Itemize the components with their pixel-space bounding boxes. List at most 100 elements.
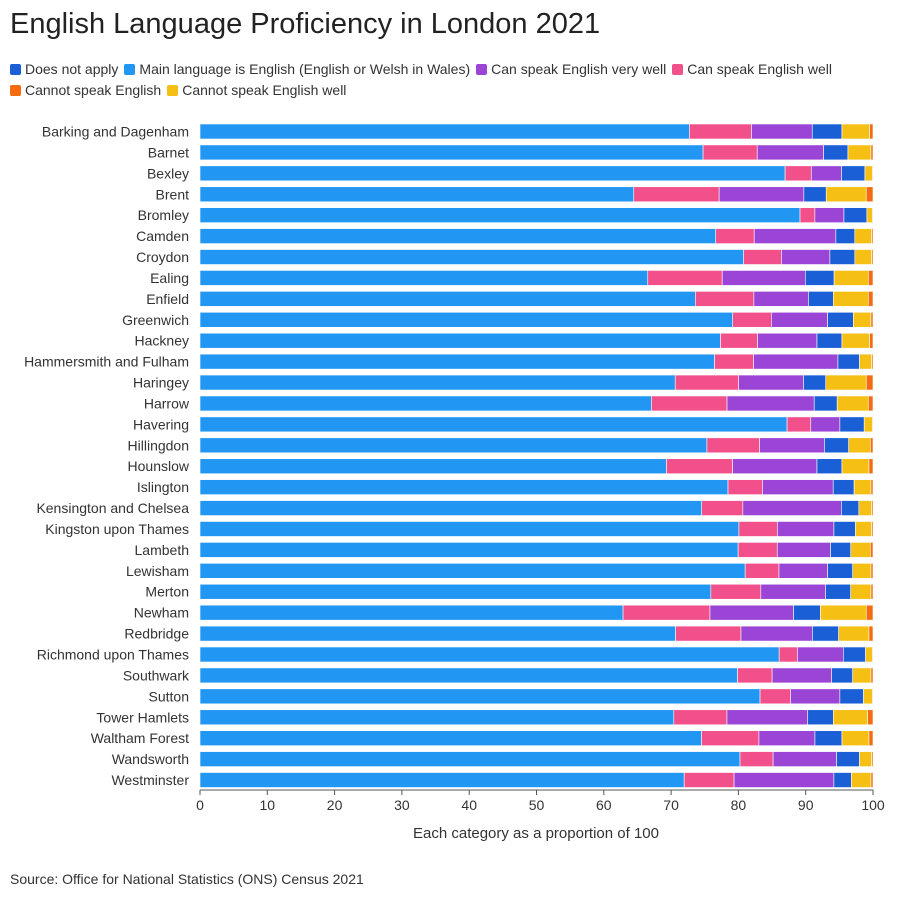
bar-segment-cannot-speak-english — [868, 730, 874, 746]
category-label: Croydon — [136, 249, 189, 265]
bar-segment-does-not-apply — [839, 416, 865, 433]
bar-segment-cannot-speak-english-well — [854, 228, 872, 244]
legend-label: Cannot speak English — [25, 82, 162, 98]
bar-segment-main-language-is-english-english-or-welsh-in-wales — [199, 228, 717, 244]
bar-segment-cannot-speak-english-well — [848, 437, 871, 454]
bar-segment-can-speak-english-well — [689, 123, 752, 140]
bar-segment-main-language-is-english-english-or-welsh-in-wales — [199, 332, 721, 349]
x-tick-label: 0 — [196, 797, 204, 813]
bar-segment-can-speak-english-well — [743, 249, 782, 265]
bar-segment-can-speak-english-very-well — [726, 709, 809, 726]
bar-segment-can-speak-english-well — [651, 395, 728, 412]
x-tick-label: 60 — [596, 797, 612, 813]
bar-segment-can-speak-english-very-well — [718, 186, 805, 203]
bar-segment-cannot-speak-english-well — [825, 374, 867, 391]
bar-segment-main-language-is-english-english-or-welsh-in-wales — [199, 625, 676, 642]
category-label: Havering — [133, 416, 189, 432]
category-label: Hounslow — [128, 458, 190, 474]
bar-segment-can-speak-english-very-well — [742, 500, 842, 516]
bar-segment-can-speak-english-well — [732, 311, 772, 328]
x-axis: 0 10 20 30 40 50 60 70 80 90 100 — [196, 789, 885, 813]
bar-segment-cannot-speak-english — [872, 416, 874, 433]
category-label: Sutton — [149, 688, 189, 704]
bar-segment-main-language-is-english-english-or-welsh-in-wales — [199, 291, 696, 307]
bar-segment-can-speak-english-well — [633, 186, 720, 203]
bar-segment-can-speak-english-very-well — [753, 228, 837, 244]
bar-segment-main-language-is-english-english-or-welsh-in-wales — [199, 542, 739, 558]
bar-segment-main-language-is-english-english-or-welsh-in-wales — [199, 186, 635, 203]
bar-segment-does-not-apply — [829, 249, 856, 265]
category-label: Harrow — [144, 395, 190, 411]
bar-segment-cannot-speak-english-well — [841, 458, 870, 475]
bar-segment-can-speak-english-very-well — [760, 583, 827, 600]
category-label: Barking and Dagenham — [42, 124, 189, 140]
bar-segment-does-not-apply — [807, 709, 834, 726]
category-label: Redbridge — [124, 626, 189, 642]
bar-segment-does-not-apply — [824, 437, 849, 454]
bar-segment-can-speak-english-well — [683, 772, 735, 788]
bar-segment-can-speak-english-very-well — [726, 395, 815, 412]
bar-segment-can-speak-english-very-well — [709, 604, 794, 621]
bar-segment-can-speak-english-well — [744, 563, 780, 579]
legend-label: Can speak English well — [687, 61, 832, 77]
bar-segment-can-speak-english-well — [799, 207, 816, 223]
bar-segment-cannot-speak-english-well — [820, 604, 867, 621]
bar-segment-can-speak-english-well — [702, 144, 758, 161]
source-note: Source: Office for National Statistics (… — [10, 871, 364, 887]
bar-segment-can-speak-english-very-well — [790, 688, 841, 705]
legend-label: Cannot speak English well — [182, 82, 347, 98]
bar-segment-main-language-is-english-english-or-welsh-in-wales — [199, 667, 738, 684]
category-label: Westminster — [111, 772, 189, 788]
bar-segment-can-speak-english-well — [784, 165, 812, 182]
legend-swatch — [672, 64, 684, 75]
bar-segment-does-not-apply — [841, 500, 860, 516]
bar-segment-can-speak-english-very-well — [740, 625, 813, 642]
bar-segment-does-not-apply — [843, 207, 868, 223]
bar-segment-can-speak-english-very-well — [732, 458, 818, 475]
legend-label: Can speak English very well — [491, 61, 667, 77]
bar-segment-can-speak-english-well — [715, 228, 755, 244]
bar-segment-main-language-is-english-english-or-welsh-in-wales — [199, 437, 708, 454]
bar-segment-does-not-apply — [842, 646, 866, 663]
bar-segment-cannot-speak-english-well — [852, 667, 872, 684]
bar-segment-can-speak-english-very-well — [753, 291, 809, 307]
bar-segment-can-speak-english-very-well — [776, 542, 831, 558]
bar-segment-can-speak-english-well — [759, 688, 791, 705]
bar-segment-can-speak-english-well — [710, 583, 762, 600]
bar-segment-cannot-speak-english-well — [853, 311, 872, 328]
bar-segment-cannot-speak-english-well — [833, 270, 869, 286]
bar-segment-does-not-apply — [836, 751, 860, 767]
bar-segment-cannot-speak-english — [867, 395, 874, 412]
bar-segment-main-language-is-english-english-or-welsh-in-wales — [199, 353, 715, 370]
legend-item-cannot-speak-english: Cannot speak English — [10, 80, 161, 101]
bar-segment-main-language-is-english-english-or-welsh-in-wales — [199, 563, 746, 579]
bar-segment-does-not-apply — [825, 583, 852, 600]
bar-segment-can-speak-english-very-well — [781, 249, 831, 265]
bar-segment-does-not-apply — [811, 123, 843, 140]
bar-segment-cannot-speak-english-well — [841, 123, 870, 140]
bar-segment-can-speak-english-well — [695, 291, 755, 307]
bar-segment-cannot-speak-english — [871, 521, 874, 537]
bar-segment-can-speak-english-well — [701, 730, 760, 746]
bar-segment-can-speak-english-very-well — [797, 646, 844, 663]
bar-segment-cannot-speak-english-well — [863, 416, 873, 433]
bar-segment-cannot-speak-english-well — [854, 249, 872, 265]
bar-segment-main-language-is-english-english-or-welsh-in-wales — [199, 249, 744, 265]
bar-segment-does-not-apply — [808, 291, 834, 307]
bar-segment-can-speak-english-well — [673, 709, 728, 726]
bar-segment-cannot-speak-english-well — [825, 186, 867, 203]
bar-segment-cannot-speak-english — [870, 144, 874, 161]
bar-segment-cannot-speak-english-well — [847, 144, 872, 161]
bar-segment-cannot-speak-english-well — [863, 688, 873, 705]
category-label: Lewisham — [126, 563, 189, 579]
bars-layer — [199, 123, 874, 788]
x-axis-title: Each category as a proportion of 100 — [413, 825, 659, 842]
x-tick-label: 90 — [798, 797, 814, 813]
bar-segment-cannot-speak-english-well — [850, 542, 871, 558]
bar-segment-main-language-is-english-english-or-welsh-in-wales — [199, 583, 712, 600]
bar-segment-does-not-apply — [837, 353, 860, 370]
category-label: Hackney — [135, 333, 189, 349]
bar-segment-does-not-apply — [814, 730, 843, 746]
bar-segment-can-speak-english-very-well — [771, 667, 832, 684]
bar-segment-cannot-speak-english — [871, 353, 874, 370]
